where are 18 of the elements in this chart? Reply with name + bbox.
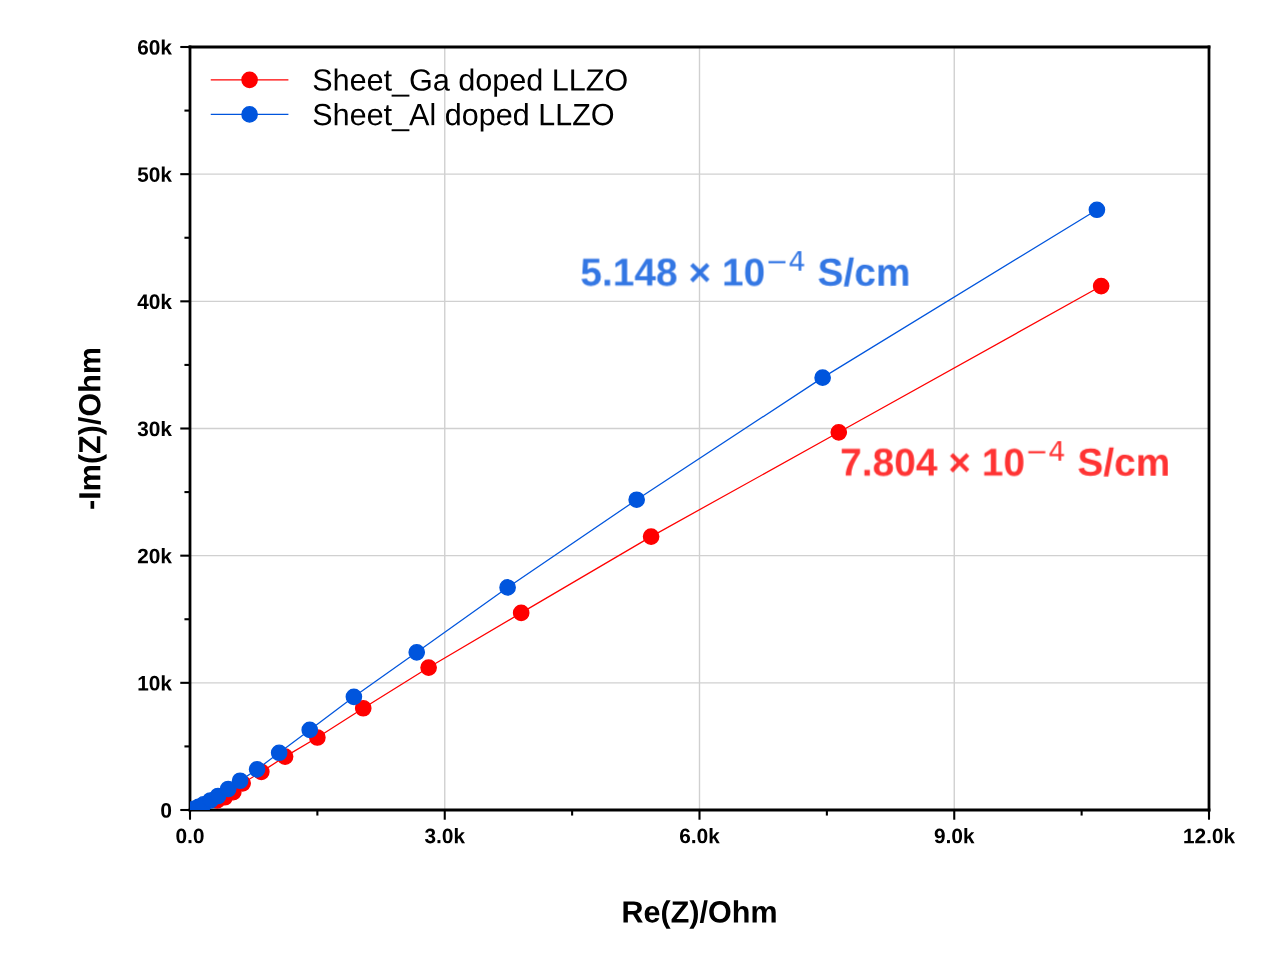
x-tick-label: 3.0k xyxy=(424,828,466,844)
x-tick-label: 6.0k xyxy=(679,828,720,844)
legend-label: Sheet_Ga doped LLZO xyxy=(313,68,627,97)
x-tick-label: 0.0 xyxy=(176,828,204,844)
y-tick-label: 40k xyxy=(137,293,172,310)
y-tick-label: 60k xyxy=(137,39,172,55)
y-tick-label: 10k xyxy=(138,675,172,691)
x-axis-title: Re(Z)/Ohm xyxy=(623,900,776,929)
x-tick-label: 12.0k xyxy=(1184,828,1236,844)
y-axis-title: -Im(Z)/Ohm xyxy=(78,348,107,509)
y-tick-label: 30k xyxy=(137,420,172,437)
annotation: 5.148 × 10$^{−4}$ S/cm xyxy=(581,250,909,287)
annotation: 7.804 × 10$^{−4}$ S/cm xyxy=(841,440,1168,477)
legend-label: Sheet_Al doped LLZO xyxy=(313,102,614,132)
y-tick-label: 50k xyxy=(137,166,172,182)
x-tick-label: 9.0k xyxy=(934,828,975,844)
y-tick-label: 0 xyxy=(161,803,172,818)
y-tick-label: 20k xyxy=(137,548,172,564)
